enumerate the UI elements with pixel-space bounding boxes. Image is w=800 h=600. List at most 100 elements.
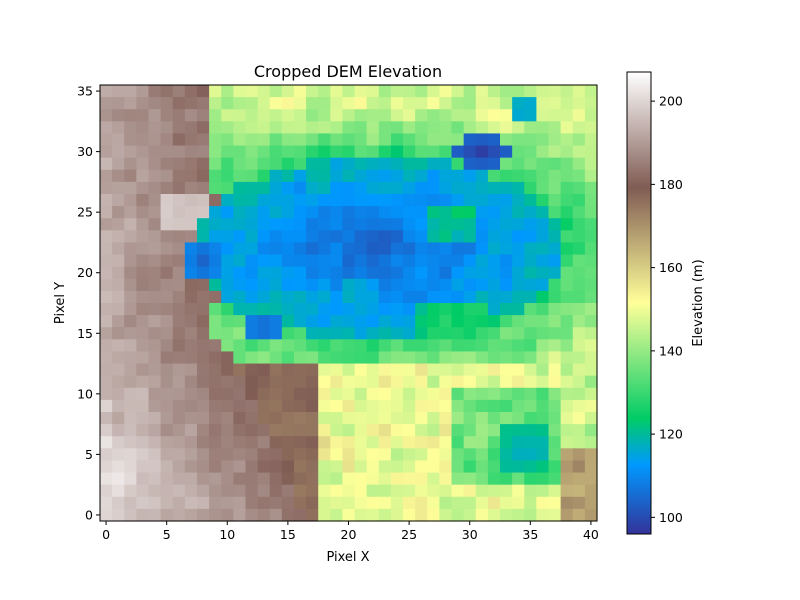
heatmap-cell bbox=[330, 496, 344, 510]
heatmap-cell bbox=[584, 387, 598, 401]
heatmap-cell bbox=[512, 97, 525, 110]
heatmap-cell bbox=[318, 254, 331, 268]
heatmap-cell bbox=[257, 145, 271, 159]
heatmap-cell bbox=[306, 303, 319, 316]
heatmap-cell bbox=[512, 85, 525, 98]
heatmap-cell bbox=[560, 218, 574, 231]
heatmap-cell bbox=[463, 351, 477, 365]
heatmap-cell bbox=[524, 327, 537, 340]
heatmap-cell bbox=[560, 484, 574, 498]
heatmap-cell bbox=[245, 387, 259, 401]
heatmap-cell bbox=[463, 448, 477, 462]
heatmap-cell bbox=[560, 363, 574, 377]
heatmap-cell bbox=[293, 290, 307, 304]
heatmap-cell bbox=[100, 303, 113, 316]
heatmap-cell bbox=[184, 484, 198, 498]
heatmap-cell bbox=[100, 339, 113, 353]
heatmap-cell bbox=[318, 496, 331, 510]
heatmap-cell bbox=[269, 157, 283, 171]
tick-label: 0 bbox=[85, 507, 93, 522]
heatmap-cell bbox=[172, 230, 186, 244]
heatmap-cell bbox=[415, 387, 428, 401]
heatmap-cell bbox=[584, 278, 598, 292]
heatmap-cell bbox=[172, 424, 186, 437]
heatmap-cell bbox=[354, 327, 368, 340]
heatmap-cell bbox=[318, 460, 331, 474]
heatmap-cell bbox=[403, 315, 416, 328]
heatmap-cell bbox=[160, 484, 174, 498]
heatmap-cell bbox=[148, 218, 162, 231]
heatmap-cell bbox=[500, 339, 513, 353]
heatmap-cell bbox=[257, 339, 271, 353]
heatmap-cell bbox=[354, 339, 368, 353]
heatmap-cell bbox=[257, 460, 271, 474]
heatmap-cell bbox=[487, 121, 501, 135]
heatmap-cell bbox=[475, 109, 489, 122]
heatmap-cell bbox=[257, 85, 271, 98]
heatmap-cell bbox=[306, 424, 319, 437]
heatmap-cell bbox=[100, 424, 113, 437]
heatmap-cell bbox=[427, 242, 441, 256]
heatmap-cell bbox=[100, 399, 113, 413]
heatmap-cell bbox=[342, 339, 356, 353]
heatmap-cell bbox=[500, 242, 513, 256]
heatmap-cell bbox=[245, 351, 259, 365]
heatmap-cell bbox=[269, 339, 283, 353]
heatmap-cell bbox=[318, 448, 331, 462]
heatmap-cell bbox=[415, 508, 428, 522]
heatmap-cell bbox=[196, 278, 210, 292]
heatmap-cell bbox=[172, 327, 186, 340]
heatmap-cell bbox=[524, 339, 537, 353]
heatmap-cell bbox=[439, 230, 453, 244]
heatmap-cell bbox=[136, 109, 150, 122]
heatmap-cell bbox=[354, 399, 368, 413]
heatmap-cell bbox=[487, 448, 501, 462]
heatmap-cell bbox=[209, 472, 222, 486]
heatmap-cell bbox=[572, 472, 586, 486]
heatmap-cell bbox=[548, 290, 562, 304]
heatmap-cell bbox=[318, 436, 331, 449]
heatmap-cell bbox=[572, 218, 586, 231]
heatmap-cell bbox=[463, 254, 477, 268]
heatmap-cell bbox=[403, 327, 416, 340]
heatmap-cell bbox=[366, 121, 380, 135]
heatmap-cell bbox=[524, 472, 537, 486]
heatmap-cell bbox=[572, 145, 586, 159]
heatmap-cell bbox=[112, 424, 125, 437]
heatmap-cell bbox=[172, 399, 186, 413]
heatmap-cell bbox=[136, 448, 150, 462]
heatmap-cell bbox=[196, 109, 210, 122]
heatmap-cell bbox=[560, 436, 574, 449]
heatmap-cell bbox=[148, 351, 162, 365]
x-axis: 0 5 10 15 20 25 30 35 40 bbox=[102, 521, 599, 542]
heatmap-cell bbox=[475, 218, 489, 231]
heatmap-cell bbox=[318, 85, 331, 98]
heatmap-cell bbox=[124, 303, 137, 316]
heatmap-cell bbox=[584, 460, 598, 474]
heatmap-cell bbox=[451, 121, 465, 135]
heatmap-cell bbox=[487, 254, 501, 268]
heatmap-cell bbox=[584, 484, 598, 498]
heatmap-cell bbox=[100, 484, 113, 498]
heatmap-cell bbox=[366, 181, 380, 195]
heatmap-cell bbox=[415, 436, 428, 449]
heatmap-cell bbox=[475, 339, 489, 353]
heatmap-cell bbox=[221, 496, 234, 510]
heatmap-cell bbox=[548, 315, 562, 328]
heatmap-cell bbox=[245, 303, 259, 316]
heatmap-cell bbox=[160, 315, 174, 328]
heatmap-cell bbox=[269, 375, 283, 389]
heatmap-cell bbox=[136, 145, 150, 159]
heatmap-cell bbox=[306, 412, 319, 425]
heatmap-cell bbox=[512, 254, 525, 268]
heatmap-cell bbox=[293, 387, 307, 401]
heatmap-cell bbox=[463, 436, 477, 449]
heatmap-cell bbox=[221, 412, 234, 425]
heatmap-cell bbox=[293, 399, 307, 413]
heatmap-cell bbox=[512, 508, 525, 522]
heatmap-cell bbox=[269, 496, 283, 510]
heatmap-cell bbox=[233, 157, 247, 171]
heatmap-cell bbox=[415, 315, 428, 328]
heatmap-cell bbox=[548, 278, 562, 292]
heatmap-cell bbox=[233, 472, 247, 486]
